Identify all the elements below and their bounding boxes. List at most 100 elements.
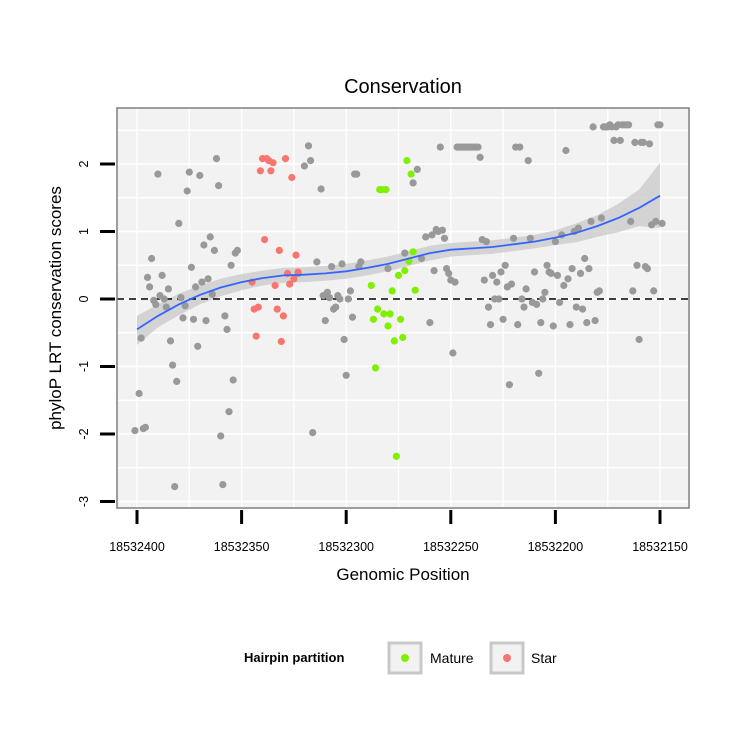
other-point xyxy=(229,376,237,384)
other-point xyxy=(221,312,229,320)
other-point xyxy=(160,295,168,303)
y-tick-label: 2 xyxy=(77,160,91,167)
y-tick-label: -1 xyxy=(77,361,91,372)
mature-point xyxy=(392,452,400,460)
other-point xyxy=(572,303,580,311)
other-point xyxy=(148,254,156,263)
x-axis: 18532400 18532350 18532300 18532250 18532200… xyxy=(109,510,688,554)
other-point xyxy=(495,295,503,303)
other-point xyxy=(627,217,635,225)
other-point xyxy=(338,260,346,268)
x-tick-label: 18532150 xyxy=(632,540,688,554)
other-point xyxy=(581,254,589,263)
other-point xyxy=(658,219,666,227)
other-point xyxy=(438,226,446,234)
other-point xyxy=(562,146,570,155)
other-point xyxy=(533,300,541,308)
mature-points xyxy=(367,157,419,460)
chart-title: Conservation xyxy=(344,76,462,98)
other-point xyxy=(332,303,340,311)
other-point xyxy=(530,268,539,276)
other-point xyxy=(520,303,528,311)
other-point xyxy=(162,303,170,311)
star-point xyxy=(261,236,269,244)
star-point xyxy=(277,337,285,346)
other-point xyxy=(173,377,181,385)
y-tick-label: 0 xyxy=(77,295,91,302)
other-point xyxy=(422,233,430,241)
other-point xyxy=(585,265,593,273)
other-point xyxy=(631,138,639,146)
other-point xyxy=(353,170,361,178)
x-tick-label: 18532300 xyxy=(318,540,374,554)
other-point xyxy=(185,168,193,176)
other-point xyxy=(196,171,204,180)
mature-point xyxy=(399,333,407,342)
other-point xyxy=(342,371,350,379)
other-point xyxy=(164,285,172,293)
star-point xyxy=(267,167,275,175)
other-point xyxy=(625,121,633,129)
star-point xyxy=(290,275,298,283)
other-point xyxy=(154,170,162,178)
other-point xyxy=(499,315,507,323)
other-point xyxy=(493,278,501,286)
other-point xyxy=(482,238,490,246)
star-point xyxy=(288,173,296,182)
mature-point xyxy=(388,287,396,295)
other-point xyxy=(200,241,208,249)
other-point xyxy=(436,143,444,151)
mature-point xyxy=(403,157,411,165)
other-point xyxy=(208,290,216,298)
other-point xyxy=(171,483,179,491)
other-point xyxy=(426,319,434,327)
other-point xyxy=(547,269,555,277)
star-point xyxy=(256,167,264,175)
y-axis: 2 1 0 -1 -2 -3 xyxy=(77,160,115,507)
mature-point xyxy=(367,281,375,290)
other-point xyxy=(336,295,344,303)
other-point xyxy=(183,187,191,195)
other-point xyxy=(192,283,200,291)
other-point xyxy=(476,153,484,161)
other-point xyxy=(514,321,522,329)
other-point xyxy=(137,334,145,342)
star-point xyxy=(254,303,262,311)
other-point xyxy=(344,295,352,303)
other-point xyxy=(417,254,426,263)
other-point xyxy=(143,273,152,281)
x-tick-label: 18532350 xyxy=(214,540,270,554)
other-point xyxy=(357,258,365,266)
other-point xyxy=(480,276,488,284)
mature-point xyxy=(369,315,377,323)
star-point xyxy=(269,159,277,167)
mature-point xyxy=(371,364,380,372)
other-point xyxy=(616,136,624,144)
x-tick-label: 18532250 xyxy=(423,540,479,554)
other-point xyxy=(346,287,354,295)
other-point xyxy=(553,271,562,279)
other-point xyxy=(440,234,449,242)
other-point xyxy=(556,298,564,306)
star-point xyxy=(294,268,302,276)
mature-point xyxy=(397,315,405,323)
other-point xyxy=(328,263,336,271)
other-point xyxy=(131,427,139,435)
y-axis-title: phyloP LRT conservation scores xyxy=(46,186,65,430)
other-point xyxy=(384,265,392,273)
star-point xyxy=(286,280,294,288)
other-point xyxy=(652,217,660,225)
star-point xyxy=(281,155,290,163)
other-point xyxy=(325,294,334,302)
other-point xyxy=(451,278,459,286)
other-point xyxy=(179,314,187,322)
other-point xyxy=(348,313,357,321)
other-point xyxy=(223,325,231,333)
legend-key-star-dot xyxy=(503,654,511,662)
other-point xyxy=(539,295,547,303)
star-point xyxy=(292,251,300,259)
other-point xyxy=(610,136,618,144)
other-point xyxy=(304,142,313,150)
x-tick-label: 18532200 xyxy=(528,540,584,554)
